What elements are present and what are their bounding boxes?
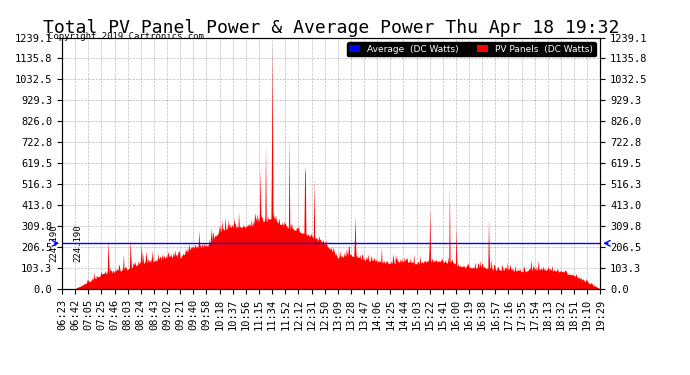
Title: Total PV Panel Power & Average Power Thu Apr 18 19:32: Total PV Panel Power & Average Power Thu… [43,20,620,38]
Text: 224.190: 224.190 [73,225,82,262]
Text: Copyright 2019 Cartronics.com: Copyright 2019 Cartronics.com [48,32,204,41]
Legend: Average  (DC Watts), PV Panels  (DC Watts): Average (DC Watts), PV Panels (DC Watts) [346,42,595,56]
Text: 224.190: 224.190 [49,225,58,262]
